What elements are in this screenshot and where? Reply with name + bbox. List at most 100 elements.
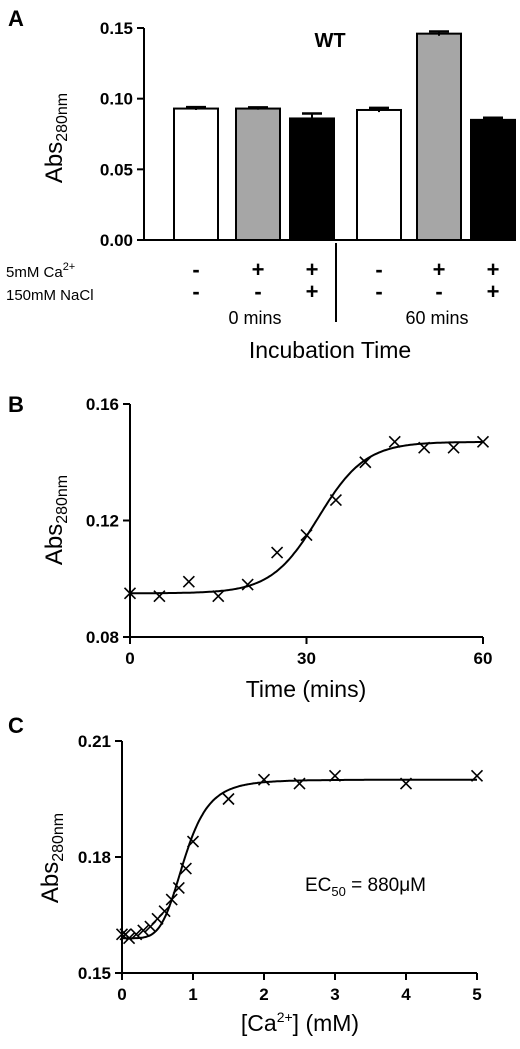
group-label: 60 mins: [405, 308, 468, 328]
x-tick-label: 0: [125, 649, 134, 668]
y-axis-label: Abs280nm: [37, 813, 67, 903]
y-tick-label: 0.18: [78, 848, 111, 867]
y-axis-label-main: Abs: [41, 142, 68, 183]
data-point: [172, 881, 185, 894]
ec50-annotation: EC50 = 880μM: [305, 875, 426, 899]
ca-condition-sign: -: [375, 257, 382, 282]
nacl-condition-sign: -: [375, 279, 382, 304]
bar: [356, 108, 402, 242]
data-point: [158, 905, 171, 918]
nacl-condition-sign: -: [254, 279, 261, 304]
panel-b-time-course-chart: B 0.08 0.12 0.16 0 30 60 Time (mins) Abs280nm: [8, 392, 492, 702]
ca-condition-sign: +: [487, 257, 500, 282]
data-point: [257, 773, 271, 786]
y-axis-label-subscript: 280nm: [50, 813, 67, 862]
data-point: [130, 928, 143, 941]
y-tick-label: 0.16: [86, 395, 119, 414]
data-point: [328, 769, 342, 782]
data-point: [329, 494, 342, 507]
ca-condition-sign: +: [252, 257, 265, 282]
data-point: [293, 777, 306, 790]
x-axis-title: Time (mins): [246, 676, 367, 702]
panel-c-dose-response-chart: C 0.15 0.18 0.21 0 1 2 3 4 5 EC50 = 880μM [Ca2+] (m…: [8, 713, 484, 1036]
x-axis-title-unit: ] (mM): [293, 1010, 359, 1036]
x-tick-label: 2: [259, 985, 268, 1004]
data-point: [271, 546, 284, 559]
ec50-annotation-value: = 880μM: [346, 875, 426, 896]
nacl-condition-sign: +: [487, 279, 500, 304]
data-point: [212, 590, 225, 603]
data-point: [153, 590, 166, 603]
y-axis-label-main: Abs: [37, 862, 64, 903]
x-tick-label: 4: [401, 985, 411, 1004]
data-point: [470, 769, 484, 782]
ca-condition-label: 5mM Ca2+: [6, 261, 75, 281]
data-point: [137, 924, 150, 937]
ca-condition-sign: +: [433, 257, 446, 282]
data-point: [447, 441, 460, 454]
y-axis-label-main: Abs: [41, 524, 68, 565]
x-tick-label: 0: [117, 985, 126, 1004]
bar: [173, 107, 219, 241]
x-tick-label: 1: [188, 985, 197, 1004]
ec50-annotation-subscript: 50: [331, 884, 345, 899]
y-axis-label: Abs280nm: [41, 475, 71, 565]
data-point: [300, 528, 313, 542]
x-axis-title-main: [Ca: [241, 1010, 277, 1036]
ca-condition-sign: +: [306, 257, 319, 282]
data-point: [186, 835, 200, 848]
nacl-condition-sign: -: [435, 279, 442, 304]
ec50-annotation-main: EC: [305, 875, 331, 896]
y-tick-label: 0.10: [100, 90, 133, 109]
fit-curve: [130, 441, 483, 595]
data-point: [179, 862, 192, 875]
data-point: [123, 932, 136, 945]
y-tick-label: 0.15: [78, 964, 111, 983]
y-axis-label-subscript: 280nm: [54, 475, 71, 524]
x-axis-title: [Ca2+] (mM): [241, 1009, 359, 1036]
y-axis-label-subscript: 280nm: [54, 93, 71, 142]
data-point: [388, 435, 401, 448]
data-point: [222, 792, 235, 806]
x-tick-label: 3: [330, 985, 339, 1004]
data-point: [182, 575, 195, 588]
y-tick-label: 0.15: [100, 19, 133, 38]
y-tick-label: 0.08: [86, 628, 119, 647]
ca-condition-label-superscript: 2+: [63, 261, 76, 273]
panel-letter-a: A: [8, 6, 24, 31]
bar: [470, 118, 516, 241]
y-axis-label: Abs280nm: [41, 93, 71, 183]
bar: [235, 107, 281, 241]
nacl-condition-sign: -: [192, 279, 199, 304]
data-point: [241, 578, 254, 591]
nacl-condition-label: 150mM NaCl: [6, 287, 94, 304]
y-tick-label: 0.00: [100, 231, 133, 250]
data-point: [476, 435, 490, 448]
y-tick-label: 0.05: [100, 160, 133, 179]
chart-title: WT: [314, 30, 345, 52]
data-point: [165, 893, 178, 906]
ca-condition-label-main: 5mM Ca: [6, 264, 63, 281]
y-tick-label: 0.21: [78, 732, 111, 751]
data-point: [418, 441, 431, 454]
bar: [416, 32, 462, 241]
x-axis-title: Incubation Time: [249, 337, 411, 363]
data-point: [123, 587, 137, 600]
x-tick-label: 60: [474, 649, 493, 668]
x-tick-label: 5: [472, 985, 481, 1004]
data-point: [399, 777, 413, 790]
group-label: 0 mins: [228, 308, 281, 328]
x-tick-label: 30: [297, 649, 316, 668]
y-tick-label: 0.12: [86, 512, 119, 531]
ca-condition-sign: -: [192, 257, 199, 282]
x-axis-title-superscript: 2+: [277, 1009, 293, 1025]
panel-letter-c: C: [8, 713, 24, 738]
fit-curve: [122, 778, 477, 940]
data-point: [359, 456, 372, 469]
data-point: [115, 928, 129, 941]
nacl-condition-sign: +: [306, 279, 319, 304]
bar: [289, 117, 335, 241]
panel-letter-b: B: [8, 392, 24, 417]
